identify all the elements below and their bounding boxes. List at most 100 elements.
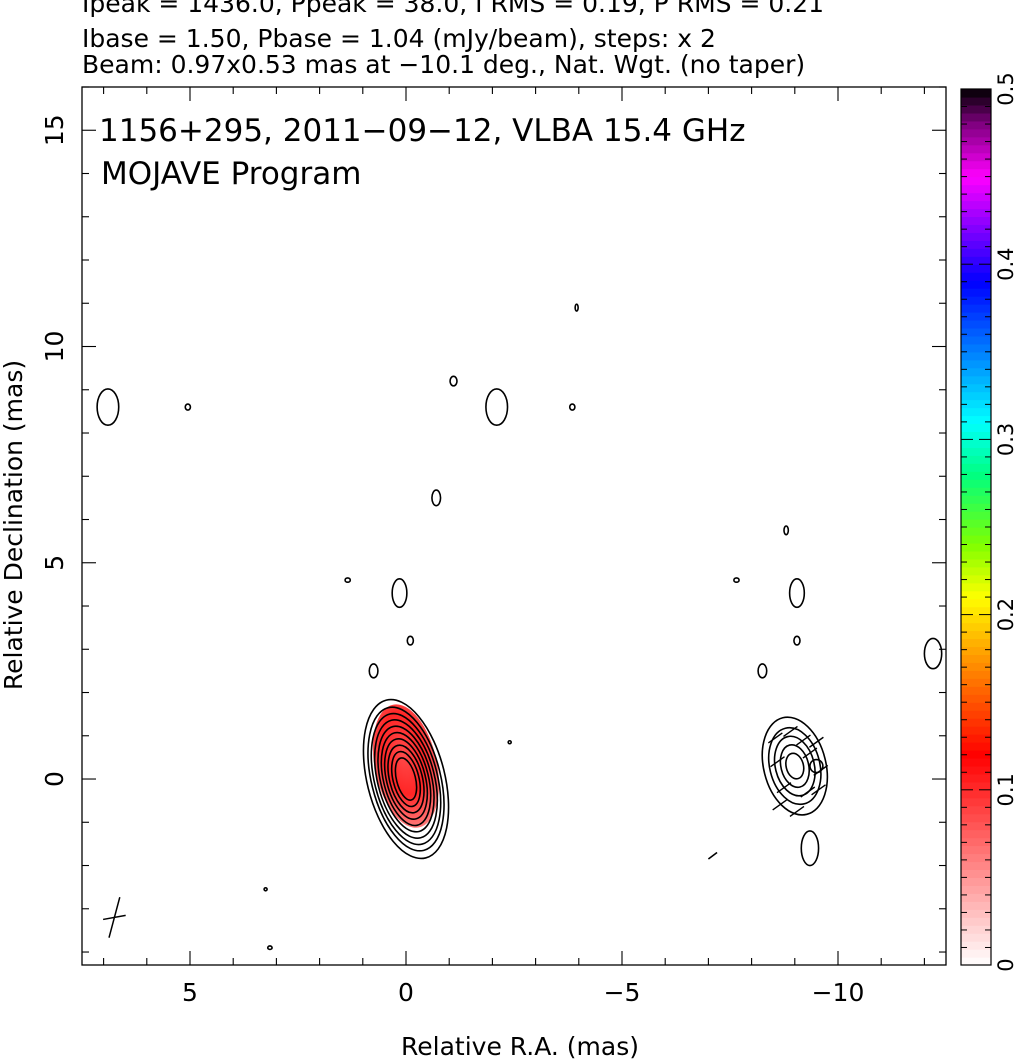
colorbar-segment: [961, 949, 991, 958]
core-contour-0-6: [373, 719, 439, 839]
x-tick-label: 0: [398, 978, 414, 1007]
colorbar-segment: [961, 678, 991, 687]
contour-island-1-8: [574, 303, 579, 312]
contour-layer: [96, 303, 943, 951]
colorbar-segment: [961, 527, 991, 536]
x-tick-label: −10: [812, 978, 865, 1007]
evpa-vector-11: [808, 736, 824, 748]
colorbar-segment: [961, 407, 991, 417]
colorbar-tick-label: 0.3: [994, 423, 1018, 456]
colorbar-segment: [961, 933, 991, 942]
colorbar-segment: [961, 144, 991, 154]
colorbar-segment: [961, 112, 991, 122]
evpa-vector-9: [767, 732, 783, 744]
colorbar-segment: [961, 168, 991, 178]
plot-frame: [81, 86, 947, 966]
colorbar-segment: [961, 455, 991, 464]
colorbar-segment: [961, 614, 991, 624]
evpa-vector-2: [796, 734, 811, 746]
y-tick-label: 5: [40, 555, 69, 571]
colorbar-segment: [961, 391, 991, 401]
chart-title: 1156+295, 2011−09−12, VLBA 15.4 GHz: [99, 113, 745, 149]
colorbar-segment: [961, 224, 991, 233]
colorbar-segment: [961, 248, 991, 257]
colorbar-segment: [961, 240, 991, 249]
x-axis-label: Relative R.A. (mas): [401, 1032, 639, 1060]
contour-island-1-6: [800, 830, 820, 867]
y-tick-label: 10: [40, 331, 69, 363]
colorbar-segment: [961, 503, 991, 512]
header-line-2: Ibase = 1.50, Pbase = 1.04 (mJy/beam), s…: [82, 24, 716, 53]
colorbar-segment: [961, 439, 991, 448]
colorbar-segment: [961, 288, 991, 297]
colorbar-segment: [961, 813, 991, 823]
core-contour-0-8: [367, 706, 445, 852]
colorbar-segment: [961, 789, 991, 799]
beam-marker: [102, 896, 126, 938]
colorbar-tick-label: 0: [994, 958, 1018, 971]
colorbar-segment: [961, 869, 991, 878]
core-contour-0-7: [370, 712, 442, 846]
colorbar-segment: [961, 574, 991, 584]
contour-island-0-9: [568, 403, 576, 411]
core-contour-0-4: [380, 731, 432, 827]
colorbar-segment: [961, 471, 991, 480]
colorbar-segment: [961, 280, 991, 289]
evpa-vector-4: [783, 725, 798, 738]
colorbar-segment: [961, 781, 991, 791]
colorbar-segment: [961, 726, 991, 735]
core-contour-0-0: [394, 757, 418, 801]
colorbar-segment: [961, 622, 991, 632]
colorbar-segment: [961, 542, 991, 552]
y-tick-labels: 0 5 10 15: [40, 114, 69, 787]
colorbar-segment: [961, 630, 991, 640]
colorbar-segment: [961, 423, 991, 433]
colorbar-segment: [961, 232, 991, 241]
colorbar-segment: [961, 877, 991, 886]
contour-island-0-6: [391, 577, 408, 609]
colorbar-segment: [961, 558, 991, 568]
colorbar-segment: [961, 861, 991, 871]
colorbar-segment: [961, 925, 991, 934]
contour-island-0-1: [184, 403, 192, 411]
colorbar-segment: [961, 431, 991, 440]
colorbar-segment: [961, 447, 991, 456]
colorbar-tick-label: 0.4: [994, 247, 1018, 280]
colorbar-segment: [961, 208, 991, 218]
colorbar-segment: [961, 120, 991, 130]
colorbar-segment: [961, 845, 991, 855]
colorbar-segment: [961, 367, 991, 377]
colorbar-segment: [961, 742, 991, 751]
colorbar-segment: [961, 327, 991, 337]
colorbar-segment: [961, 829, 991, 839]
evpa-vector-8: [811, 784, 826, 796]
colorbar-segment: [961, 415, 991, 425]
contour-island-0-12: [507, 739, 512, 745]
colorbar-segment: [961, 654, 991, 663]
x-tick-labels: 5 0 −5 −10: [182, 978, 864, 1007]
colorbar-segment: [961, 192, 991, 202]
colorbar-segment: [961, 311, 991, 321]
colorbar-segment: [961, 582, 991, 592]
contour-island-1-5: [923, 637, 943, 670]
colorbar-segment: [961, 710, 991, 719]
colorbar-tick-label: 0.5: [994, 72, 1018, 105]
contour-island-1-7: [809, 758, 824, 774]
colorbar-segment: [961, 917, 991, 926]
core-contour-1-4: [761, 716, 829, 816]
colorbar-segment: [961, 853, 991, 863]
beam-minor-axis: [102, 914, 126, 921]
colorbar-segment: [961, 821, 991, 831]
colorbar-segment: [961, 216, 991, 225]
colorbar-segment: [961, 901, 991, 910]
colorbar-segment: [961, 702, 991, 711]
colorbar-segment: [961, 359, 991, 369]
evpa-vector-10: [789, 805, 805, 818]
contour-island-0-10: [263, 887, 268, 892]
colorbar-segment: [961, 335, 991, 345]
contour-island-1-2: [788, 577, 806, 609]
colorbar-segment: [961, 662, 991, 671]
colorbar-segment: [961, 805, 991, 815]
colorbar-segment: [961, 765, 991, 775]
colorbar-segment: [961, 957, 991, 966]
